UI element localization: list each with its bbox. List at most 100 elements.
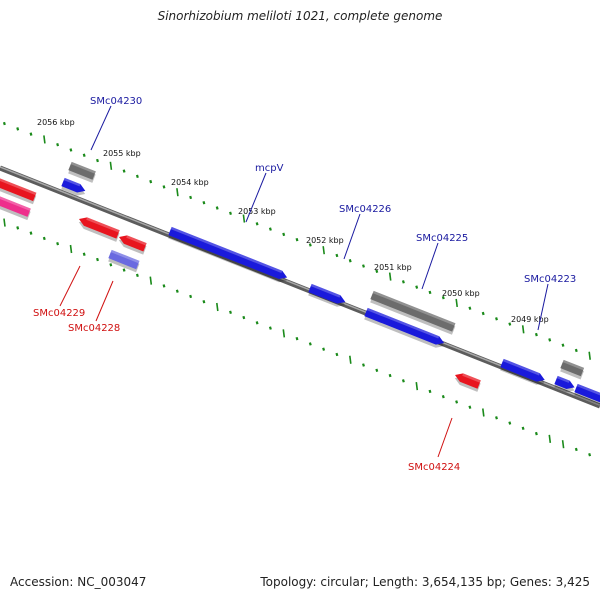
tick-label: 2052 kbp	[306, 236, 344, 245]
backbone-highlight	[0, 166, 600, 406]
gene-smc04223[interactable]	[499, 358, 547, 387]
minor-tick	[56, 241, 60, 246]
inner-tick-track	[3, 218, 592, 457]
minor-tick	[229, 211, 232, 215]
gene-smc04224[interactable]	[452, 371, 482, 392]
gene-left-pink[interactable]	[0, 193, 32, 221]
outer-tick-track	[2, 121, 591, 360]
minor-tick	[495, 416, 498, 420]
feature-highlight	[63, 177, 81, 187]
minor-tick	[29, 132, 33, 136]
minor-tick	[388, 373, 392, 378]
minor-tick	[189, 294, 193, 299]
major-tick	[561, 440, 565, 449]
gene-smc04228[interactable]	[107, 249, 140, 273]
major-tick	[588, 351, 591, 360]
minor-tick	[561, 343, 565, 347]
minor-tick	[282, 232, 286, 237]
minor-tick	[335, 253, 339, 258]
minor-tick	[295, 237, 299, 242]
genome-summary: Topology: circular; Length: 3,654,135 bp…	[260, 575, 590, 589]
leader-line	[437, 417, 453, 458]
gene-smc04225[interactable]	[363, 307, 446, 350]
gene-label-smc04228[interactable]: SMc04228	[68, 323, 120, 334]
minor-tick	[189, 195, 193, 200]
minor-tick	[268, 326, 272, 330]
map-title: Sinorhizobium meliloti 1021, complete ge…	[157, 9, 443, 23]
gene-left-red[interactable]	[0, 175, 37, 205]
major-tick	[69, 244, 73, 254]
minor-tick	[574, 348, 578, 353]
leader-line	[90, 105, 112, 151]
minor-tick	[362, 363, 365, 367]
gene-smc04230-grey[interactable]	[67, 161, 97, 183]
gene-label-smc04223[interactable]: SMc04223	[524, 274, 576, 285]
feature-body	[554, 375, 575, 389]
feature-highlight	[372, 290, 456, 326]
gene-label-smc04225[interactable]: SMc04225	[416, 233, 468, 244]
minor-tick	[202, 201, 206, 205]
minor-tick	[56, 142, 60, 147]
feature-highlight	[86, 217, 120, 233]
minor-tick	[308, 342, 312, 346]
gene-right-blue-2[interactable]	[573, 383, 600, 407]
gene-smc04230[interactable]	[60, 177, 88, 198]
feature-body	[500, 358, 545, 382]
minor-tick	[42, 236, 46, 241]
major-tick	[322, 246, 325, 255]
gene-smc04225-grey[interactable]	[369, 290, 456, 335]
minor-tick	[468, 405, 472, 409]
gene-label-smc04230[interactable]: SMc04230	[90, 96, 142, 107]
accession-label: Accession: NC_003047	[10, 575, 147, 589]
minor-tick	[375, 269, 379, 274]
minor-tick	[362, 264, 365, 268]
leader-line	[421, 242, 439, 290]
feature-highlight	[126, 235, 147, 246]
minor-tick	[588, 453, 592, 457]
minor-tick	[109, 263, 113, 267]
minor-tick	[415, 285, 419, 289]
minor-tick	[348, 259, 352, 263]
gene-smc04229b[interactable]	[116, 233, 147, 255]
feature-highlight	[170, 226, 283, 274]
major-tick	[176, 188, 179, 197]
feature-highlight	[462, 373, 481, 383]
gene-label-mcpv[interactable]: mcpV	[255, 163, 284, 174]
major-tick	[455, 298, 458, 308]
feature-highlight	[366, 307, 440, 339]
major-tick	[282, 329, 286, 338]
minor-tick	[149, 179, 153, 184]
gene-label-smc04229[interactable]: SMc04229	[33, 308, 85, 319]
feature-body	[0, 175, 37, 202]
minor-tick	[534, 332, 538, 337]
minor-tick	[202, 300, 206, 304]
genome-backbone	[0, 165, 600, 409]
tick-labels: 2056 kbp 2055 kbp 2054 kbp 2053 kbp 2052…	[37, 118, 549, 324]
minor-tick	[322, 347, 326, 351]
major-tick	[149, 276, 153, 285]
major-tick	[548, 434, 552, 443]
feature-body	[108, 249, 140, 270]
gene-smc04223-grey[interactable]	[559, 359, 585, 380]
minor-tick	[268, 227, 272, 231]
feature-body	[308, 283, 346, 304]
gene-label-smc04224[interactable]: SMc04224	[408, 462, 460, 473]
feature-highlight	[0, 175, 37, 196]
minor-tick	[255, 321, 259, 325]
minor-tick	[69, 148, 73, 152]
minor-tick	[295, 336, 299, 341]
major-tick	[242, 214, 246, 223]
minor-tick	[441, 295, 445, 300]
gene-right-blue-1[interactable]	[553, 375, 577, 395]
gene-label-smc04226[interactable]: SMc04226	[339, 204, 391, 215]
feature-highlight	[0, 193, 31, 211]
feature-highlight	[110, 249, 140, 264]
gene-mcpv[interactable]	[167, 226, 289, 285]
gene-smc04226[interactable]	[307, 283, 348, 310]
leader-line	[537, 283, 549, 331]
leader-lines	[59, 105, 549, 458]
gene-smc04229[interactable]	[76, 215, 120, 242]
tick-label: 2056 kbp	[37, 118, 75, 127]
minor-tick	[82, 153, 86, 157]
